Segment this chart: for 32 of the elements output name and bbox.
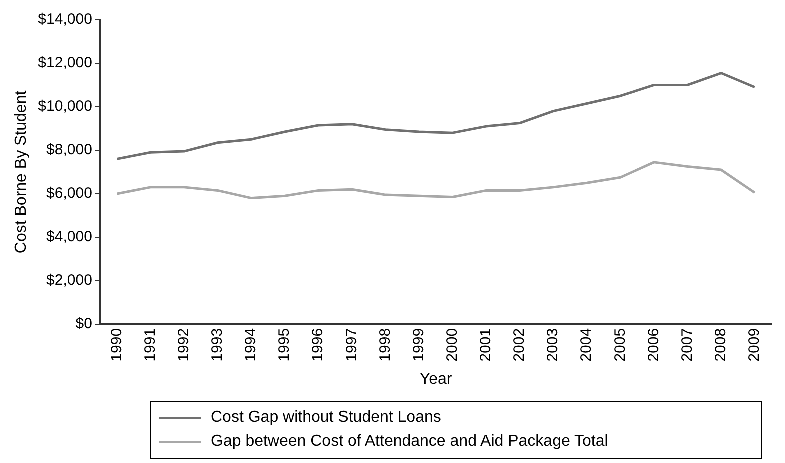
x-tick-label: 2005 [612, 328, 629, 362]
y-tick-label: $10,000 [38, 98, 92, 116]
x-tick-label: 1999 [410, 328, 428, 362]
x-tick-label: 1990 [108, 328, 126, 362]
y-tick-label: $4,000 [46, 228, 92, 246]
x-tick-label: 2006 [645, 328, 662, 362]
y-axis-title: Cost Borne By Student [13, 90, 30, 254]
y-tick-label: $14,000 [38, 11, 92, 28]
x-tick-label: 2002 [511, 328, 528, 362]
x-tick-label: 2003 [544, 328, 562, 362]
x-tick-label: 2009 [746, 328, 764, 362]
x-tick-label: 1994 [242, 328, 260, 362]
legend-label: Cost Gap without Student Loans [211, 409, 442, 427]
x-tick-label: 2008 [712, 328, 730, 362]
legend-label: Gap between Cost of Attendance and Aid Package Total [211, 433, 608, 451]
x-tick-label: 1992 [175, 328, 192, 362]
x-tick-label: 1993 [209, 328, 226, 362]
x-tick-label: 1997 [343, 328, 360, 362]
y-tick-label: $12,000 [38, 54, 92, 72]
x-tick-label: 2007 [678, 328, 696, 362]
x-tick-label: 1991 [142, 328, 159, 362]
x-tick-label: 2000 [444, 328, 461, 362]
x-tick-label: 1998 [376, 328, 394, 362]
x-tick-label: 2004 [578, 328, 596, 362]
x-tick-label: 1996 [310, 328, 327, 362]
x-tick-label: 2001 [478, 328, 495, 362]
y-tick-label: $2,000 [46, 272, 92, 290]
y-tick-label: $8,000 [46, 142, 92, 159]
y-tick-label: $0 [76, 316, 92, 333]
x-tick-label: 1995 [276, 328, 294, 362]
x-axis-title: Year [420, 370, 453, 388]
y-tick-label: $6,000 [46, 185, 92, 202]
